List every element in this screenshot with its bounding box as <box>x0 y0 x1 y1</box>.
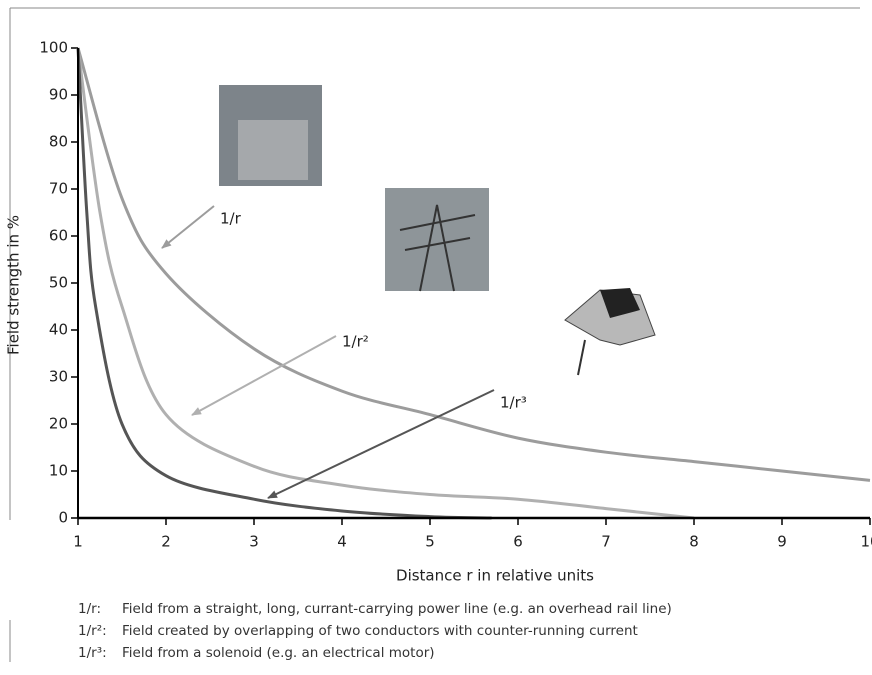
annotation-arrow <box>192 336 336 415</box>
x-tick-label: 3 <box>249 533 259 551</box>
x-tick-label: 2 <box>161 533 171 551</box>
y-tick-label: 60 <box>49 227 68 245</box>
note-label: 1/r: <box>78 601 101 617</box>
y-tick-label: 90 <box>49 86 68 104</box>
note-text: Field from a solenoid (e.g. an electrica… <box>122 645 435 661</box>
y-tick-label: 50 <box>49 274 68 292</box>
y-axis-label: Field strength in % <box>5 215 23 355</box>
train-photo-detail <box>238 120 308 180</box>
note-label: 1/r³: <box>78 645 107 661</box>
note-text: Field from a straight, long, currant-car… <box>122 601 672 617</box>
x-axis-label: Distance r in relative units <box>396 567 594 585</box>
x-tick-label: 4 <box>337 533 347 551</box>
curve-label: 1/r³ <box>500 394 527 412</box>
pylon-photo <box>385 188 489 291</box>
y-tick-label: 40 <box>49 321 68 339</box>
x-tick-label: 10 <box>860 533 872 551</box>
x-tick-label: 9 <box>777 533 787 551</box>
y-tick-label: 80 <box>49 133 68 151</box>
note-label: 1/r²: <box>78 623 107 639</box>
y-tick-label: 0 <box>58 509 68 527</box>
x-tick-label: 8 <box>689 533 699 551</box>
y-tick-label: 70 <box>49 180 68 198</box>
x-tick-label: 1 <box>73 533 83 551</box>
y-tick-label: 10 <box>49 462 68 480</box>
frame <box>10 8 860 662</box>
note-text: Field created by overlapping of two cond… <box>122 623 638 639</box>
curve-label: 1/r <box>220 210 242 228</box>
y-tick-label: 20 <box>49 415 68 433</box>
annotation-arrow <box>268 390 494 498</box>
y-tick-label: 100 <box>39 39 68 57</box>
jigsaw-blade <box>578 340 585 375</box>
x-tick-label: 6 <box>513 533 523 551</box>
chart: Field strength in % Distance r in relati… <box>0 0 872 675</box>
annotation-arrow <box>162 206 214 248</box>
y-tick-label: 30 <box>49 368 68 386</box>
curve-label: 1/r² <box>342 333 369 351</box>
x-tick-label: 7 <box>601 533 611 551</box>
x-tick-label: 5 <box>425 533 435 551</box>
